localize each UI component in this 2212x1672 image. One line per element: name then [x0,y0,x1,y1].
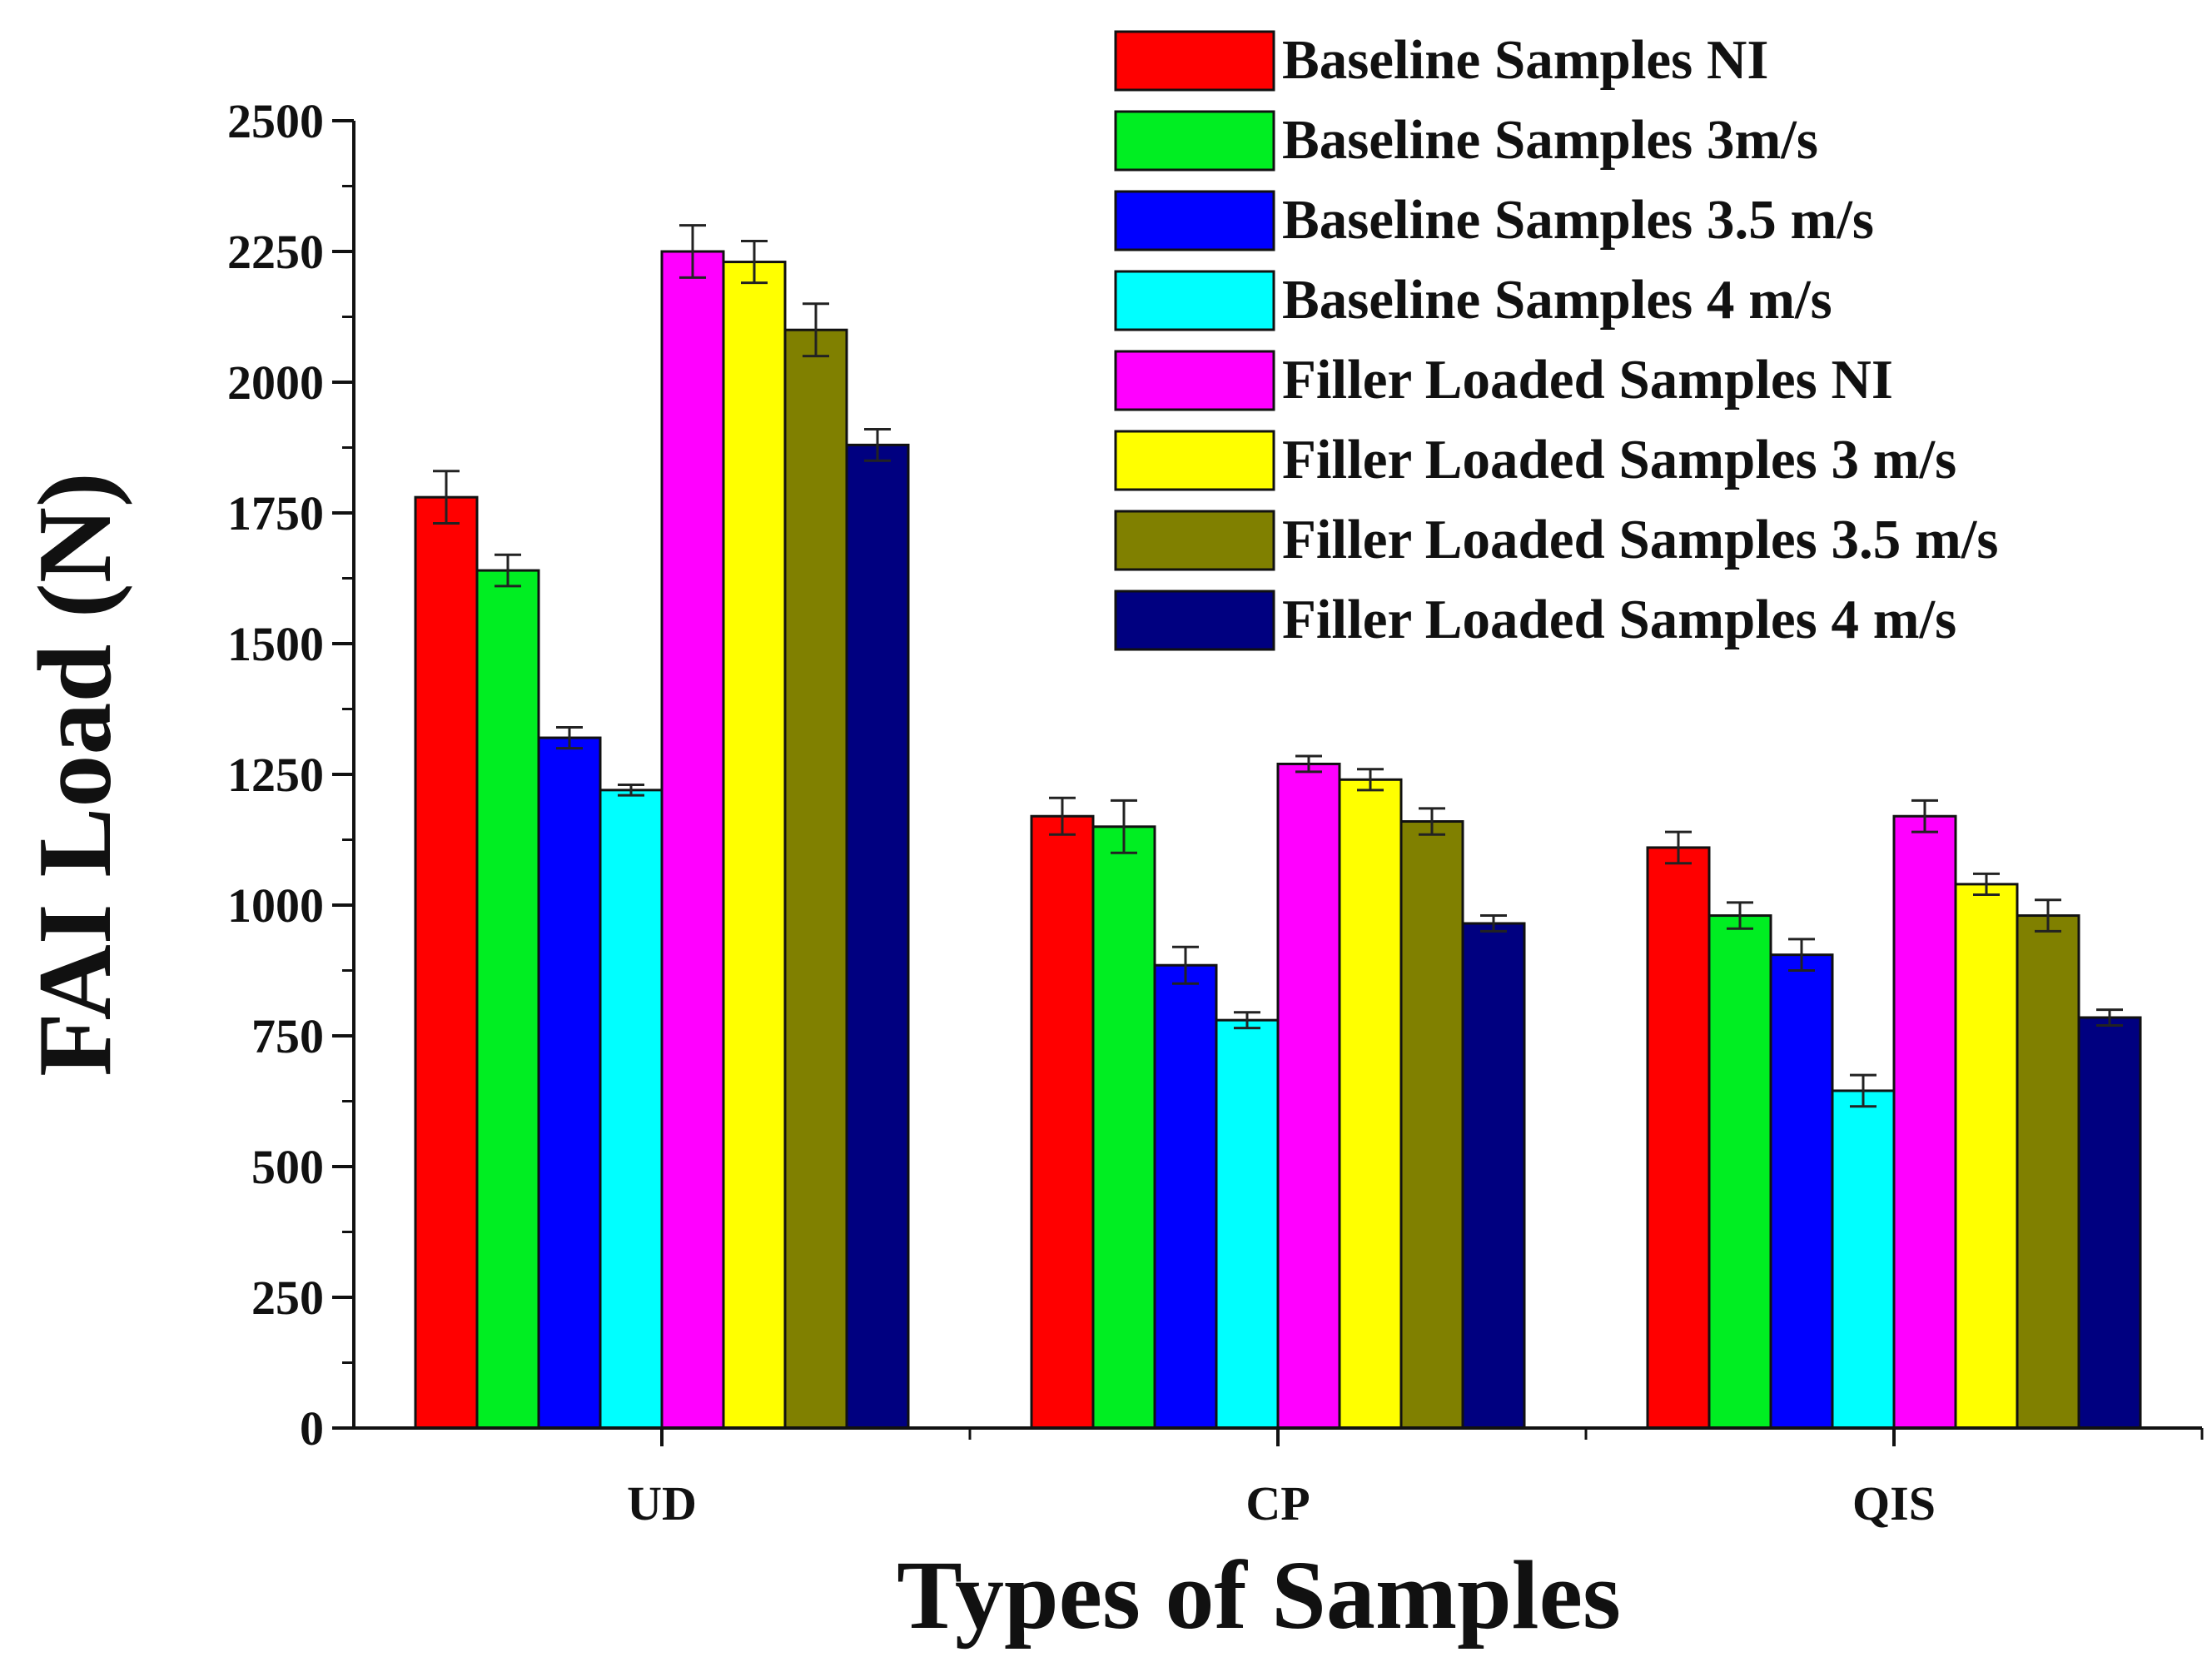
bar [1954,883,2019,1430]
bar [1461,922,1526,1430]
y-tick-label: 1000 [227,878,324,933]
y-tick-label: 750 [251,1009,324,1063]
legend-swatch [1114,270,1275,331]
y-tick-label: 250 [251,1271,324,1325]
bar [783,328,848,1430]
series-8 [845,428,2142,1430]
bar [1030,814,1095,1430]
bar [414,495,479,1430]
bar [1707,914,1772,1430]
legend-swatch [1114,190,1275,251]
bar [1091,825,1156,1430]
bar [2016,914,2080,1430]
bar [1399,820,1464,1430]
bars-layer [414,224,2142,1430]
legend-swatch [1114,110,1275,172]
legend-label: Baseline Samples 4 m/s [1282,269,1832,331]
series-3 [537,725,1834,1430]
y-tick-label: 1250 [227,748,324,802]
y-ticks: 0 250 500 750 1000 1250 1500 1750 2000 2250 2500 [227,94,354,1456]
y-tick-label: 1750 [227,486,324,540]
bar [1892,814,1957,1430]
legend-swatch [1114,430,1275,491]
legend-label: Baseline Samples 3m/s [1282,109,1818,171]
y-tick-label: 2500 [227,94,324,148]
bar [722,261,787,1430]
bar [1769,953,1834,1430]
bar [475,569,540,1430]
y-tick-label: 1500 [227,617,324,671]
series-2 [475,553,1772,1430]
x-tick-label: QIS [1852,1476,1936,1530]
x-ticks: UD CP QIS [627,1428,2204,1530]
legend-label: Baseline Samples 3.5 m/s [1282,189,1874,251]
x-tick-label: CP [1245,1476,1310,1530]
series-1 [414,470,1711,1430]
legend-swatch [1114,590,1275,651]
bar [599,789,664,1430]
legend: Baseline Samples NI Baseline Samples 3m/s… [1114,29,1999,651]
bar [1831,1089,1896,1430]
bar [537,736,602,1430]
bar [1215,1018,1280,1430]
legend-label: Filler Loaded Samples 4 m/s [1282,589,1956,650]
bar [1276,762,1341,1430]
y-tick-label: 2000 [227,356,324,410]
bar [660,250,725,1430]
legend-label: Filler Loaded Samples 3.5 m/s [1282,509,1999,570]
legend-swatch [1114,350,1275,411]
series-6 [722,239,2019,1430]
series-5 [660,224,1957,1430]
bar [2077,1016,2142,1430]
legend-label: Filler Loaded Samples 3 m/s [1282,429,1956,490]
x-tick-label: UD [627,1476,697,1530]
y-tick-label: 2250 [227,225,324,279]
y-tick-label: 500 [251,1140,324,1194]
series-7 [783,302,2080,1430]
bar [1646,846,1711,1430]
y-tick-label: 0 [300,1401,324,1456]
bar [1338,778,1403,1430]
legend-label: Baseline Samples NI [1282,29,1768,91]
legend-swatch [1114,510,1275,571]
bar [845,443,910,1430]
y-axis-title: FAI Load (N) [17,472,133,1077]
legend-label: Filler Loaded Samples NI [1282,349,1893,411]
x-axis-title: Types of Samples [897,1540,1621,1650]
legend-swatch [1114,30,1275,92]
bar [1153,963,1218,1430]
